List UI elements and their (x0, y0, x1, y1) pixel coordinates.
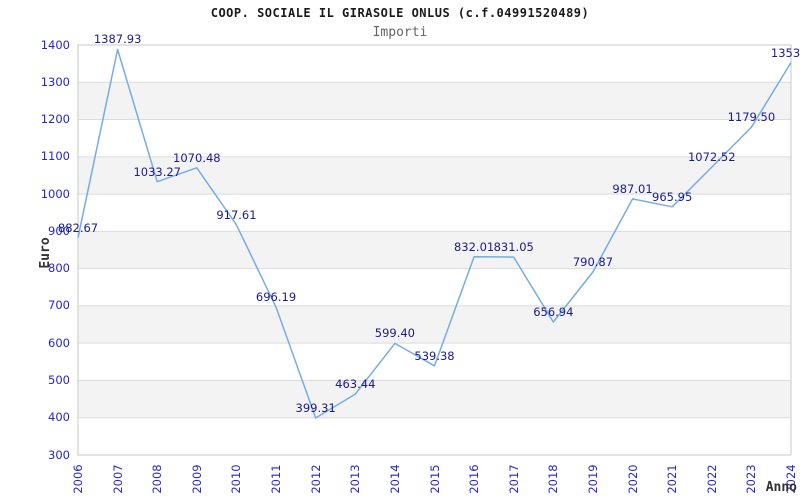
y-tick-label: 1000 (40, 186, 70, 201)
data-point-label: 599.40 (374, 326, 415, 341)
x-tick-label: 2007 (110, 464, 125, 494)
shaded-band (78, 82, 791, 120)
data-point-label: 1072.52 (687, 150, 736, 165)
data-point-label: 1070.48 (173, 150, 221, 165)
data-point-label: 1179.50 (727, 110, 776, 125)
y-tick-label: 800 (48, 261, 70, 276)
x-tick-label: 2015 (427, 464, 442, 494)
data-point-label: 917.61 (216, 207, 257, 222)
x-tick-label: 2013 (348, 464, 363, 494)
y-tick-label: 600 (48, 335, 70, 350)
x-tick-label: 2009 (189, 464, 204, 494)
y-tick-label: 1200 (40, 112, 70, 127)
shaded-band (78, 231, 791, 269)
x-tick-label: 2014 (387, 464, 402, 494)
x-tick-label: 2022 (704, 464, 719, 494)
data-point-label: 656.94 (533, 304, 574, 319)
x-tick-label: 2010 (229, 464, 244, 494)
x-tick-label: 2019 (585, 464, 600, 494)
data-point-label: 463.44 (335, 377, 376, 392)
x-tick-label: 2018 (546, 464, 561, 494)
y-tick-label: 500 (48, 372, 70, 387)
y-tick-label: 400 (48, 410, 70, 425)
y-tick-label: 700 (48, 298, 70, 313)
x-tick-label: 2008 (150, 464, 165, 494)
x-tick-label: 2017 (506, 464, 521, 494)
data-point-label: 1353.0 (770, 45, 800, 60)
data-point-label: 882.67 (57, 220, 99, 235)
plot-border (77, 44, 792, 456)
shaded-band (78, 380, 791, 418)
x-tick-label: 2006 (71, 464, 85, 494)
x-tick-label: 2021 (665, 464, 680, 494)
y-tick-label: 1100 (40, 149, 70, 164)
data-line (77, 48, 792, 419)
chart-subtitle: Importi (372, 25, 428, 40)
data-point-label: 987.01 (612, 181, 653, 196)
y-tick-label: 1400 (40, 37, 70, 52)
data-point-label: 539.38 (414, 348, 455, 363)
y-tick-label: 1300 (40, 74, 70, 89)
data-point-label: 832.01 (453, 239, 495, 254)
x-tick-label: 2020 (625, 464, 640, 494)
shaded-band (78, 156, 791, 195)
data-point-label: 790.87 (572, 255, 614, 270)
data-point-label: 1387.93 (93, 32, 142, 47)
data-point-label: 399.31 (295, 400, 336, 415)
x-tick-label: 2011 (269, 464, 284, 494)
data-point-label: 696.19 (255, 290, 297, 305)
y-tick-label: 900 (48, 223, 70, 238)
y-axis-label: Euro (38, 237, 53, 269)
x-tick-label: 2012 (308, 464, 323, 494)
chart-title: COOP. SOCIALE IL GIRASOLE ONLUS (c.f.049… (210, 6, 590, 20)
data-point-label: 831.05 (493, 240, 534, 255)
shaded-band (78, 305, 791, 344)
y-tick-label: 300 (48, 447, 70, 462)
data-point-label: 965.95 (652, 189, 693, 204)
x-tick-label: 2016 (467, 464, 482, 494)
data-point-label: 1033.27 (133, 164, 181, 179)
x-axis-label: Anno (765, 480, 797, 495)
